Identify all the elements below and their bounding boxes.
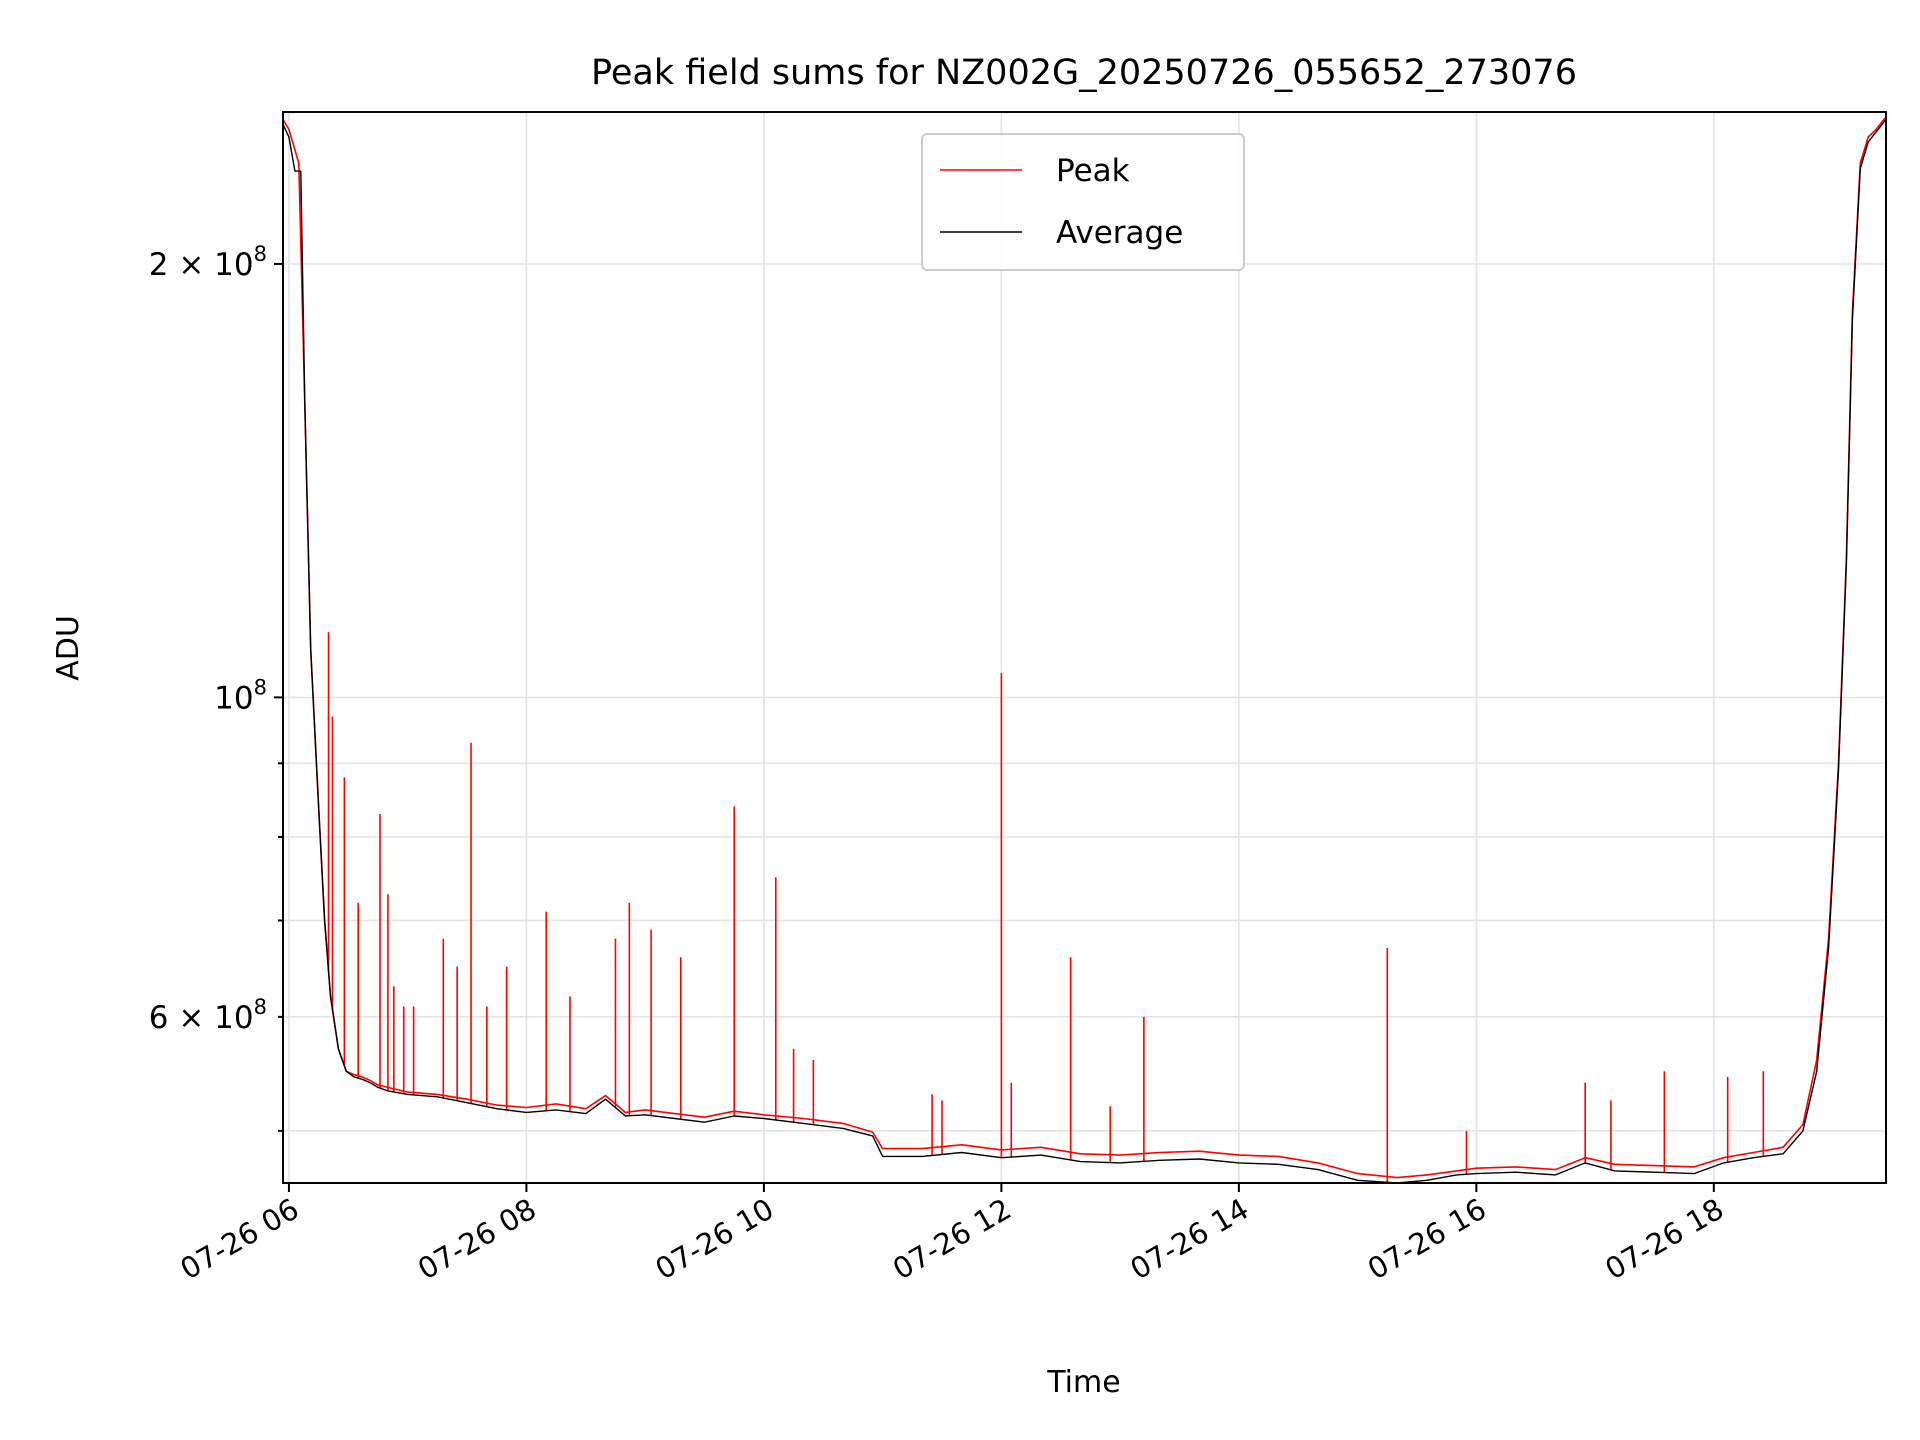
plot-frame (282, 111, 1887, 1184)
x-axis-label: Time (1046, 1365, 1120, 1400)
legend: Peak Average (921, 133, 1245, 271)
grid (283, 112, 1886, 1183)
y-tick-label-exponent: 8 (254, 995, 267, 1019)
y-tick-label-base: 10 (214, 680, 253, 716)
y-tick-label: 108 (214, 675, 267, 716)
legend-box (921, 133, 1245, 271)
legend-label-peak: Peak (1056, 153, 1130, 189)
y-tick-label: 6 × 108 (149, 995, 267, 1036)
chart-title: Peak field sums for NZ002G_20250726_0556… (591, 53, 1577, 93)
y-tick-label-base: 6 × 10 (149, 1000, 254, 1036)
y-axis-label: ADU (51, 615, 86, 681)
series-layer (283, 116, 1886, 1183)
y-tick-label-base: 2 × 10 (149, 247, 254, 283)
series-line-average (283, 118, 1886, 1183)
y-tick-label-exponent: 8 (254, 675, 267, 699)
y-tick-label-exponent: 8 (254, 242, 267, 266)
y-tick-label: 2 × 108 (149, 242, 267, 283)
legend-label-average: Average (1056, 215, 1183, 251)
